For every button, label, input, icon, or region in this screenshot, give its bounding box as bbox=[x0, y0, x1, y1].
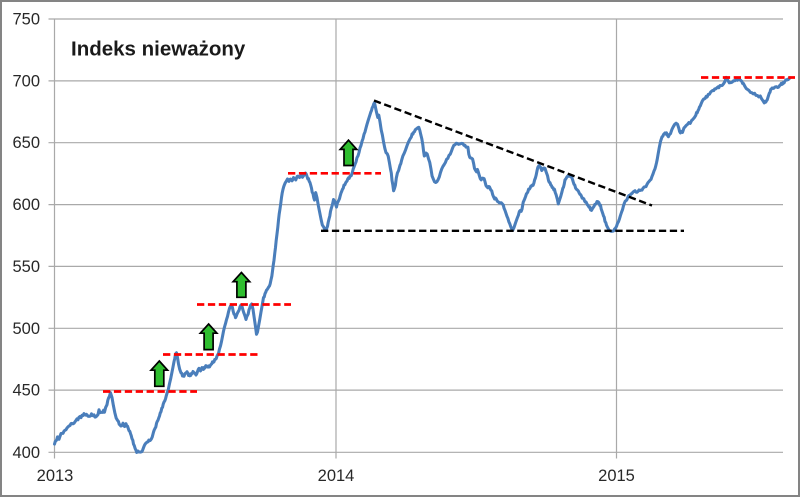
svg-text:2013: 2013 bbox=[37, 467, 74, 485]
svg-text:400: 400 bbox=[12, 444, 40, 462]
svg-text:2014: 2014 bbox=[318, 467, 355, 485]
svg-text:700: 700 bbox=[12, 72, 40, 90]
svg-text:Indeks nieważony: Indeks nieważony bbox=[71, 38, 246, 61]
svg-text:2015: 2015 bbox=[598, 467, 635, 485]
svg-text:650: 650 bbox=[12, 134, 40, 152]
svg-text:750: 750 bbox=[12, 11, 40, 29]
svg-text:500: 500 bbox=[12, 320, 40, 338]
svg-text:600: 600 bbox=[12, 196, 40, 214]
svg-text:450: 450 bbox=[12, 382, 40, 400]
svg-text:550: 550 bbox=[12, 258, 40, 276]
